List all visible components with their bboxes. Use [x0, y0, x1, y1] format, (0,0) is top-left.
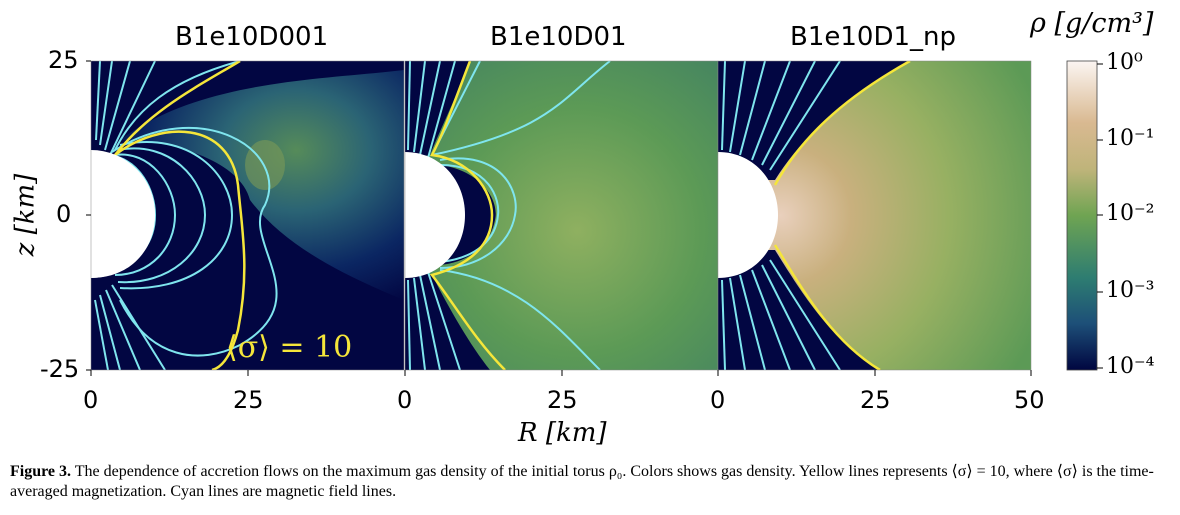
colorbar-tick-1: 10⁻¹ [1106, 126, 1155, 151]
x-tick-p2-25: 25 [547, 386, 578, 414]
panel-3-plot [718, 61, 1031, 370]
colorbar-tick-4: 10⁻⁴ [1106, 354, 1155, 379]
x-tick-p1-25: 25 [233, 386, 264, 414]
colorbar-tick-2: 10⁻² [1106, 201, 1155, 226]
colorbar-tick-0: 10⁰ [1106, 50, 1143, 75]
panel-2-plot [405, 61, 718, 370]
caption-text: The dependence of accretion flows on the… [10, 463, 1154, 500]
panel-title-3: B1e10D1_np [790, 22, 957, 52]
x-axis-label: R [km] [518, 418, 607, 448]
figure-caption: Figure 3. The dependence of accretion fl… [10, 462, 1170, 502]
caption-label: Figure 3. [10, 463, 72, 480]
y-tick-25: 25 [48, 46, 79, 74]
x-tick-p2-0: 0 [397, 386, 413, 414]
panel-title-2: B1e10D01 [490, 22, 627, 52]
sigma-annotation: ⟨σ⟩ = 10 [226, 330, 353, 365]
colorbar-tick-3: 10⁻³ [1106, 278, 1155, 303]
x-tick-p3-50: 50 [1014, 386, 1045, 414]
panel-1-plot [91, 61, 404, 370]
colorbar-label: ρ [g/cm³] [1030, 8, 1154, 39]
colorbar [1066, 60, 1098, 371]
x-tick-p3-25: 25 [860, 386, 891, 414]
y-tick-0: 0 [56, 200, 72, 228]
y-tick-neg25: -25 [40, 355, 80, 383]
panel-title-1: B1e10D001 [175, 22, 329, 52]
x-tick-p3-0: 0 [710, 386, 726, 414]
x-tick-p1-0: 0 [83, 386, 99, 414]
y-axis-label: z [km] [10, 173, 41, 257]
